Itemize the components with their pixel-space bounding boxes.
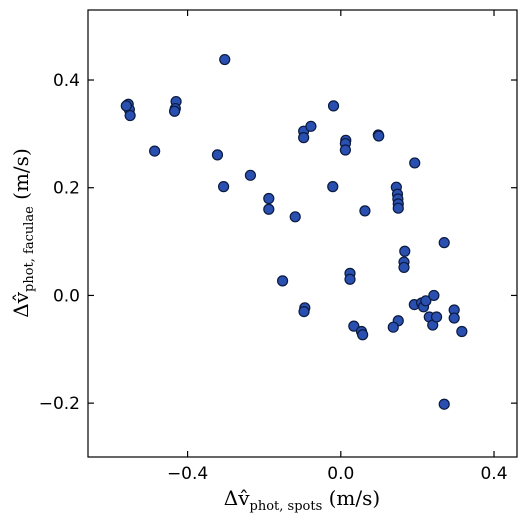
data-point: [398, 261, 410, 274]
data-point: [327, 100, 340, 112]
data-point: [373, 130, 385, 142]
data-point: [399, 245, 411, 257]
x-tick-label: 0.4: [480, 464, 507, 484]
x-tick-label: 0.0: [327, 464, 354, 484]
x-axis-label: Δv̂phot, spots (m/s): [224, 486, 380, 514]
data-point: [124, 109, 136, 122]
y-tick-label: 0.4: [53, 71, 80, 91]
data-point: [219, 53, 231, 66]
y-axis-label: Δv̂phot, faculae (m/s): [9, 148, 37, 318]
data-point: [348, 320, 360, 332]
data-point: [120, 100, 132, 112]
data-point: [344, 273, 356, 285]
data-point: [244, 169, 257, 181]
data-point: [438, 398, 450, 410]
y-tick-label: 0.0: [53, 286, 80, 306]
data-point: [448, 312, 460, 324]
data-point: [438, 237, 450, 249]
y-tick-label: 0.2: [53, 179, 80, 199]
data-point: [263, 192, 275, 205]
data-point: [305, 120, 317, 132]
data-points: [120, 53, 468, 410]
data-point: [168, 105, 181, 117]
data-point: [387, 321, 399, 333]
data-point: [289, 211, 301, 223]
data-point: [430, 311, 443, 323]
data-point: [298, 305, 310, 318]
data-point: [420, 295, 432, 307]
x-tick-label: −0.4: [167, 464, 208, 484]
data-point: [211, 149, 224, 161]
data-point: [339, 144, 351, 156]
axis-ticks: −0.4 0.0 0.4 −0.2 0.0 0.2 0.4: [39, 10, 517, 484]
data-point: [409, 157, 421, 169]
plot-frame: [87, 9, 518, 458]
data-point: [263, 203, 275, 215]
y-tick-label: −0.2: [39, 394, 80, 414]
data-point: [359, 205, 371, 217]
data-point: [276, 275, 289, 287]
data-point: [428, 289, 440, 302]
data-point: [327, 181, 339, 193]
data-point: [149, 145, 161, 157]
data-point: [392, 202, 404, 214]
data-point: [456, 325, 468, 338]
data-point: [298, 132, 310, 144]
data-point: [217, 181, 230, 193]
data-point: [357, 329, 369, 341]
